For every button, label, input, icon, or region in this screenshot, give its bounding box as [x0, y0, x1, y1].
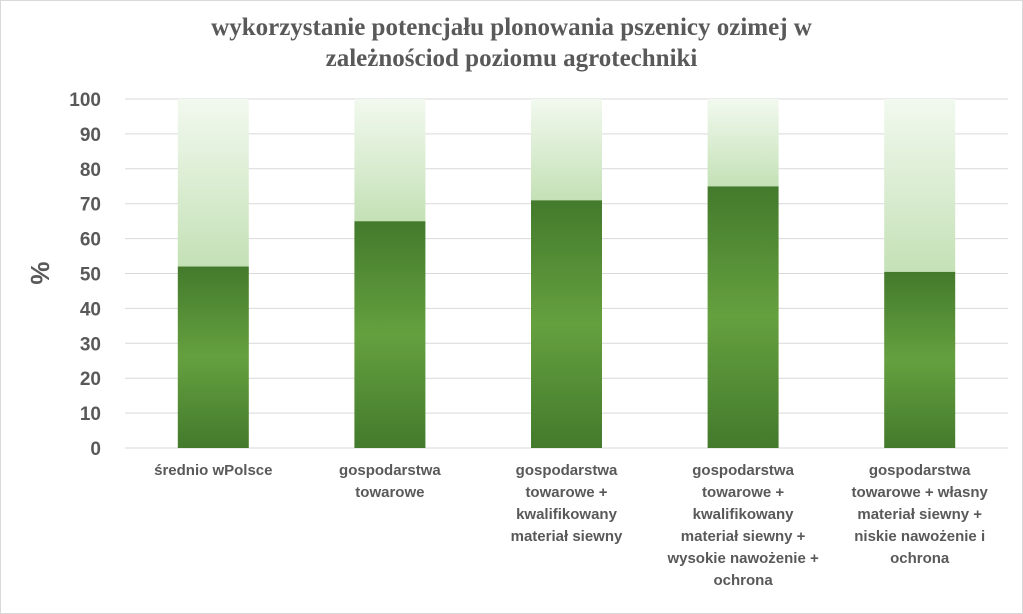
x-category-line: materiał siewny + [857, 506, 983, 523]
x-category-line: ochrona [890, 550, 950, 567]
chart-title-line-1: wykorzystanie potencjału plonowania psze… [211, 14, 812, 41]
x-category-line: materiał siewny [510, 528, 623, 545]
x-category-label-2: gospodarstwa towarowe [302, 460, 478, 504]
bar-utilized-5 [884, 271, 956, 448]
x-category-label-5: gospodarstwa towarowe + własny materiał si… [832, 460, 1008, 570]
x-category-line: gospodarstwa [868, 462, 971, 479]
bar-remaining-1 [177, 99, 249, 267]
bar-utilized-1 [177, 266, 249, 448]
y-tick-label: 70 [80, 195, 101, 216]
bar-remaining-5 [884, 99, 956, 272]
x-category-label-1: średnio wPolsce [125, 460, 301, 482]
x-category-line: kwalifikowany [692, 506, 794, 523]
x-category-line: ochrona [713, 572, 773, 589]
y-tick-label: 100 [69, 90, 101, 111]
bar-utilized-2 [354, 221, 426, 448]
y-tick-label: 50 [80, 265, 101, 286]
bar-remaining-2 [354, 99, 426, 222]
bar-utilized-4 [707, 186, 779, 448]
bars [177, 99, 956, 448]
y-axis-label: % [25, 261, 55, 284]
bar-utilized-3 [531, 200, 602, 448]
y-axis-ticks: 0 10 20 30 40 50 60 70 80 90 100 [69, 90, 101, 460]
x-category-line: kwalifikowany [516, 506, 617, 523]
x-category-label-3: gospodarstwa towarowe + kwalifikowany mater… [479, 460, 655, 548]
x-category-line: średnio wPolsce [154, 462, 273, 479]
y-tick-label: 0 [90, 439, 101, 460]
x-category-line: niskie nawożenie i [854, 528, 986, 545]
y-tick-label: 90 [80, 125, 101, 146]
bar-remaining-3 [531, 99, 602, 201]
x-category-line: gospodarstwa [515, 462, 618, 479]
x-category-line: towarowe + własny [851, 484, 988, 501]
x-category-line: materiał siewny + [680, 528, 806, 545]
x-category-line: towarowe + [525, 484, 608, 501]
x-category-line: towarowe + [702, 484, 785, 501]
chart-title-line-2: zależnościod poziomu agrotechniki [325, 45, 698, 72]
y-tick-label: 40 [80, 299, 101, 320]
y-tick-label: 80 [80, 160, 101, 181]
bar-remaining-4 [707, 99, 779, 187]
x-category-line: towarowe [355, 484, 425, 501]
y-tick-label: 10 [80, 404, 101, 425]
y-tick-label: 60 [80, 230, 101, 251]
x-category-line: wysokie nawożenie + [667, 550, 819, 567]
x-category-line: gospodarstwa [692, 462, 794, 479]
x-category-label-4: gospodarstwa towarowe + kwalifikowany mater… [655, 460, 831, 592]
chart-title: wykorzystanie potencjału plonowania psze… [0, 12, 1023, 74]
y-tick-label: 30 [80, 334, 101, 355]
y-tick-label: 20 [80, 369, 101, 390]
x-category-line: gospodarstwa [339, 462, 441, 479]
